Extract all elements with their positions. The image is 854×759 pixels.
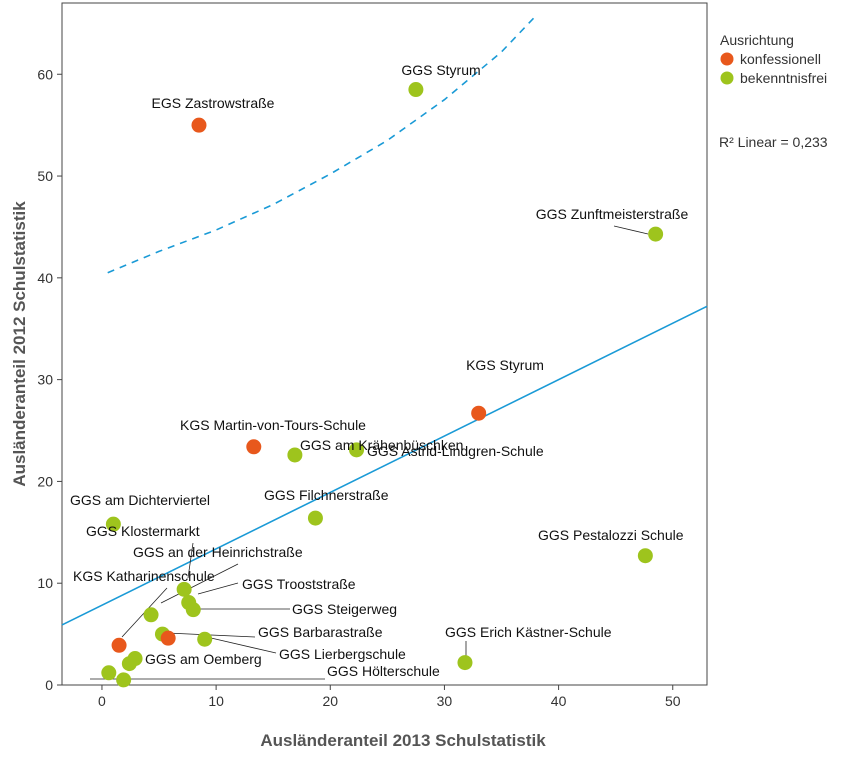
y-tick-label: 0	[45, 677, 53, 693]
label-leader-line	[197, 582, 239, 595]
data-points	[101, 82, 664, 688]
y-axis-title: Ausländeranteil 2012 Schulstatistik	[10, 201, 29, 487]
point-label: GGS Styrum	[401, 62, 480, 78]
x-tick-label: 30	[437, 693, 453, 709]
point-label: GGS Filchnerstraße	[264, 487, 389, 503]
legend: Ausrichtung konfessionell bekenntnisfrei	[720, 32, 827, 86]
x-tick-label: 50	[665, 693, 681, 709]
confidence-curve	[107, 17, 535, 274]
point-label: EGS Zastrowstraße	[152, 95, 275, 111]
data-point	[111, 637, 127, 653]
data-point	[349, 442, 365, 458]
x-tick-label: 40	[551, 693, 567, 709]
data-point	[471, 405, 487, 421]
point-label: GGS Erich Kästner-Schule	[445, 624, 612, 640]
data-point	[307, 510, 323, 526]
y-tick-label: 10	[37, 575, 53, 591]
data-point	[197, 631, 213, 647]
data-point	[408, 82, 424, 98]
fit-lines	[61, 17, 708, 626]
data-point	[176, 581, 192, 597]
label-leader-line	[210, 637, 277, 654]
label-leader-line	[160, 563, 239, 604]
data-point	[160, 630, 176, 646]
point-label: GGS Hölterschule	[327, 663, 440, 679]
r-squared-label: R² Linear = 0,233	[719, 134, 828, 150]
x-tick-label: 20	[322, 693, 338, 709]
data-point	[637, 548, 653, 564]
data-point	[121, 656, 137, 672]
data-point	[648, 226, 664, 242]
point-label: GGS Lierbergschule	[279, 646, 406, 662]
data-point	[116, 672, 132, 688]
plot-frame	[61, 2, 708, 686]
point-label: GGS am Krähenbüschken	[300, 437, 463, 453]
legend-label-bekenntnisfrei: bekenntnisfrei	[740, 70, 827, 86]
point-label: GGS Steigerweg	[292, 601, 397, 617]
data-point	[105, 516, 121, 532]
data-point	[185, 602, 201, 618]
label-leader-line	[166, 632, 256, 638]
y-tick-label: 40	[37, 270, 53, 286]
point-label: GGS am Oemberg	[145, 651, 262, 667]
data-point	[287, 447, 303, 463]
point-label: KGS Katharinenschule	[73, 568, 215, 584]
data-point	[191, 117, 207, 133]
legend-label-konfessionell: konfessionell	[740, 51, 821, 67]
data-point	[246, 439, 262, 455]
plot-border	[61, 2, 708, 686]
x-axis-title: Ausländeranteil 2013 Schulstatistik	[260, 731, 546, 750]
y-tick-label: 50	[37, 168, 53, 184]
label-leader-line	[613, 225, 649, 235]
legend-title: Ausrichtung	[720, 32, 794, 48]
point-label: GGS Astrid-Lindgren-Schule	[367, 443, 544, 459]
point-label: GGS am Dichterviertel	[70, 492, 210, 508]
x-tick-label: 0	[98, 693, 106, 709]
linear-fit-line	[61, 305, 708, 626]
data-point	[143, 607, 159, 623]
point-label: GGS Klostermarkt	[86, 523, 200, 539]
label-leader-line	[187, 542, 194, 579]
axis-ticks: 0 10 20 30 40 50 0 10 20 30 40 50 60	[37, 66, 680, 709]
point-label: KGS Styrum	[466, 357, 544, 373]
point-label: GGS Trooststraße	[242, 576, 356, 592]
data-point	[457, 655, 473, 671]
point-label: GGS Zunftmeisterstraße	[536, 206, 689, 222]
y-tick-label: 60	[37, 66, 53, 82]
point-labels: EGS Zastrowstraße GGS Styrum GGS Zunftmeis…	[70, 62, 688, 679]
y-tick-label: 30	[37, 372, 53, 388]
point-label: KGS Martin-von-Tours-Schule	[180, 417, 366, 433]
point-label: GGS Pestalozzi Schule	[538, 527, 684, 543]
legend-marker-konfessionell	[720, 52, 734, 66]
legend-marker-bekenntnisfrei	[720, 71, 734, 85]
point-label: GGS Barbarastraße	[258, 624, 383, 640]
point-label: GGS an der Heinrichstraße	[133, 544, 303, 560]
y-tick-label: 20	[37, 473, 53, 489]
x-tick-label: 10	[208, 693, 224, 709]
data-point	[101, 665, 117, 681]
